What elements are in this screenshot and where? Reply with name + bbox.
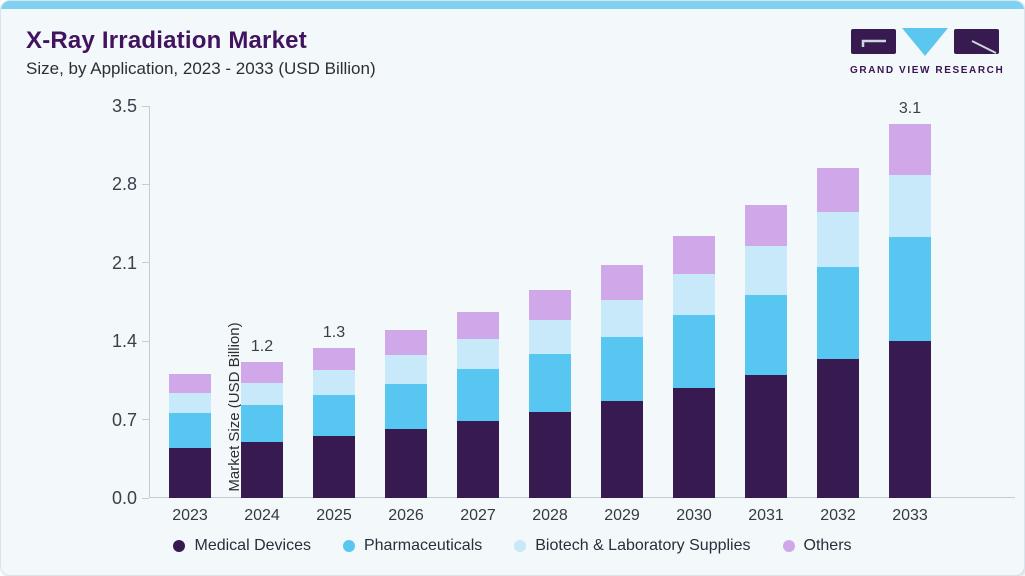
y-tick-label: 2.8 — [111, 174, 137, 195]
bar-segment-2028-biotech-laboratory-supplies — [529, 319, 571, 354]
bar-segment-2031-others — [745, 204, 787, 246]
y-tick-label: 0.7 — [111, 409, 137, 430]
x-tick-label-2026: 2026 — [388, 507, 424, 524]
bar-segment-2023-biotech-laboratory-supplies — [169, 392, 211, 413]
bar-segment-2026-pharmaceuticals — [385, 383, 427, 429]
x-tick-label-2030: 2030 — [676, 507, 712, 524]
legend-item-pharmaceuticals: Pharmaceuticals — [342, 537, 483, 555]
legend-item-others: Others — [782, 537, 852, 555]
bar-segment-2029-others — [601, 265, 643, 300]
y-axis-tick — [142, 497, 149, 499]
x-tick-label-2023: 2023 — [172, 507, 208, 524]
bar-segment-2026-others — [385, 330, 427, 355]
legend-label: Medical Devices — [194, 537, 311, 554]
bar-segment-2033-medical-devices — [889, 341, 931, 498]
bar-segment-2027-biotech-laboratory-supplies — [457, 338, 499, 370]
bar-segment-2033-biotech-laboratory-supplies — [889, 175, 931, 238]
bar-segment-2028-medical-devices — [529, 411, 571, 498]
bar-segment-2023-others — [169, 373, 211, 393]
bar-segment-2031-medical-devices — [745, 374, 787, 498]
bar-total-label-2033: 3.1 — [898, 99, 922, 117]
y-axis-line — [149, 106, 150, 498]
bar-segment-2027-pharmaceuticals — [457, 369, 499, 421]
x-tick-label-2029: 2029 — [604, 507, 640, 524]
bar-segment-2032-pharmaceuticals — [817, 267, 859, 360]
bar-segment-2033-others — [889, 123, 931, 176]
x-tick-label-2032: 2032 — [820, 507, 856, 524]
bar-segment-2028-pharmaceuticals — [529, 353, 571, 412]
x-tick-label-2027: 2027 — [460, 507, 496, 524]
bar-segment-2026-medical-devices — [385, 428, 427, 498]
legend-label: Others — [803, 537, 852, 554]
bar-segment-2032-medical-devices — [817, 359, 859, 498]
logo-text: GRAND VIEW RESEARCH — [850, 65, 1005, 76]
x-tick-label-2024: 2024 — [244, 507, 280, 524]
y-axis-tick — [142, 340, 149, 342]
page-subtitle: Size, by Application, 2023 - 2033 (USD B… — [26, 59, 376, 78]
legend-item-medical-devices: Medical Devices — [173, 537, 311, 555]
bar-total-label-2025: 1.3 — [322, 323, 346, 341]
legend-dot-icon — [782, 540, 795, 552]
bar-segment-2032-others — [817, 167, 859, 213]
bar-segment-2032-biotech-laboratory-supplies — [817, 212, 859, 268]
grand-view-research-logo: GRAND VIEW RESEARCH — [850, 28, 1005, 76]
y-axis-tick — [142, 105, 149, 107]
bar-segment-2027-medical-devices — [457, 420, 499, 498]
x-tick-label-2033: 2033 — [892, 507, 928, 524]
bar-total-label-2024: 1.2 — [250, 338, 274, 356]
bar-segment-2024-pharmaceuticals — [241, 405, 283, 442]
y-tick-label: 3.5 — [111, 96, 137, 116]
bar-segment-2030-medical-devices — [673, 388, 715, 498]
plot-area: Market Size (USD Billion) 0.0 0.7 1.4 2.1 2.… — [112, 96, 1015, 524]
legend-dot-icon — [514, 540, 527, 552]
bar-segment-2024-others — [241, 362, 283, 383]
y-tick-label: 1.4 — [111, 331, 137, 352]
bar-segment-2023-medical-devices — [169, 447, 211, 498]
y-tick-label: 2.1 — [111, 252, 137, 273]
x-axis-line — [149, 497, 1015, 498]
bar-segment-2024-medical-devices — [241, 442, 283, 498]
bar-segment-2030-biotech-laboratory-supplies — [673, 274, 715, 316]
bar-segment-2031-biotech-laboratory-supplies — [745, 246, 787, 296]
bar-segment-2024-biotech-laboratory-supplies — [241, 382, 283, 406]
y-axis-tick — [142, 262, 149, 264]
bar-segment-2030-pharmaceuticals — [673, 315, 715, 389]
bar-segment-2025-others — [313, 347, 355, 371]
x-tick-label-2028: 2028 — [532, 507, 568, 524]
legend-dot-icon — [342, 540, 355, 552]
bar-segment-2028-others — [529, 289, 571, 320]
bar-segment-2027-others — [457, 312, 499, 339]
y-axis-tick — [142, 419, 149, 421]
legend-item-biotech-laboratory-supplies: Biotech & Laboratory Supplies — [514, 537, 751, 555]
x-tick-label-2025: 2025 — [316, 507, 352, 524]
legend-label: Pharmaceuticals — [363, 537, 483, 554]
chart-legend: Medical Devices Pharmaceuticals Biotech & … — [1, 537, 1024, 555]
legend-label: Biotech & Laboratory Supplies — [535, 537, 751, 554]
top-accent-strip — [1, 1, 1024, 9]
legend-dot-icon — [173, 540, 186, 552]
bar-segment-2025-biotech-laboratory-supplies — [313, 370, 355, 395]
bar-segment-2023-pharmaceuticals — [169, 412, 211, 448]
y-tick-label: 0.0 — [111, 488, 137, 508]
bar-segment-2029-medical-devices — [601, 400, 643, 498]
bar-segment-2029-pharmaceuticals — [601, 336, 643, 401]
bar-segment-2031-pharmaceuticals — [745, 295, 787, 375]
bar-segment-2029-biotech-laboratory-supplies — [601, 299, 643, 337]
bar-segment-2030-others — [673, 235, 715, 274]
bar-segment-2026-biotech-laboratory-supplies — [385, 354, 427, 384]
x-tick-label-2031: 2031 — [748, 507, 784, 524]
y-axis-tick — [142, 183, 149, 185]
bar-segment-2033-pharmaceuticals — [889, 237, 931, 342]
gvr-logo-icon — [851, 28, 999, 56]
bar-segment-2025-medical-devices — [313, 436, 355, 498]
page-title: X-Ray Irradiation Market — [26, 27, 307, 54]
bar-segment-2025-pharmaceuticals — [313, 394, 355, 437]
